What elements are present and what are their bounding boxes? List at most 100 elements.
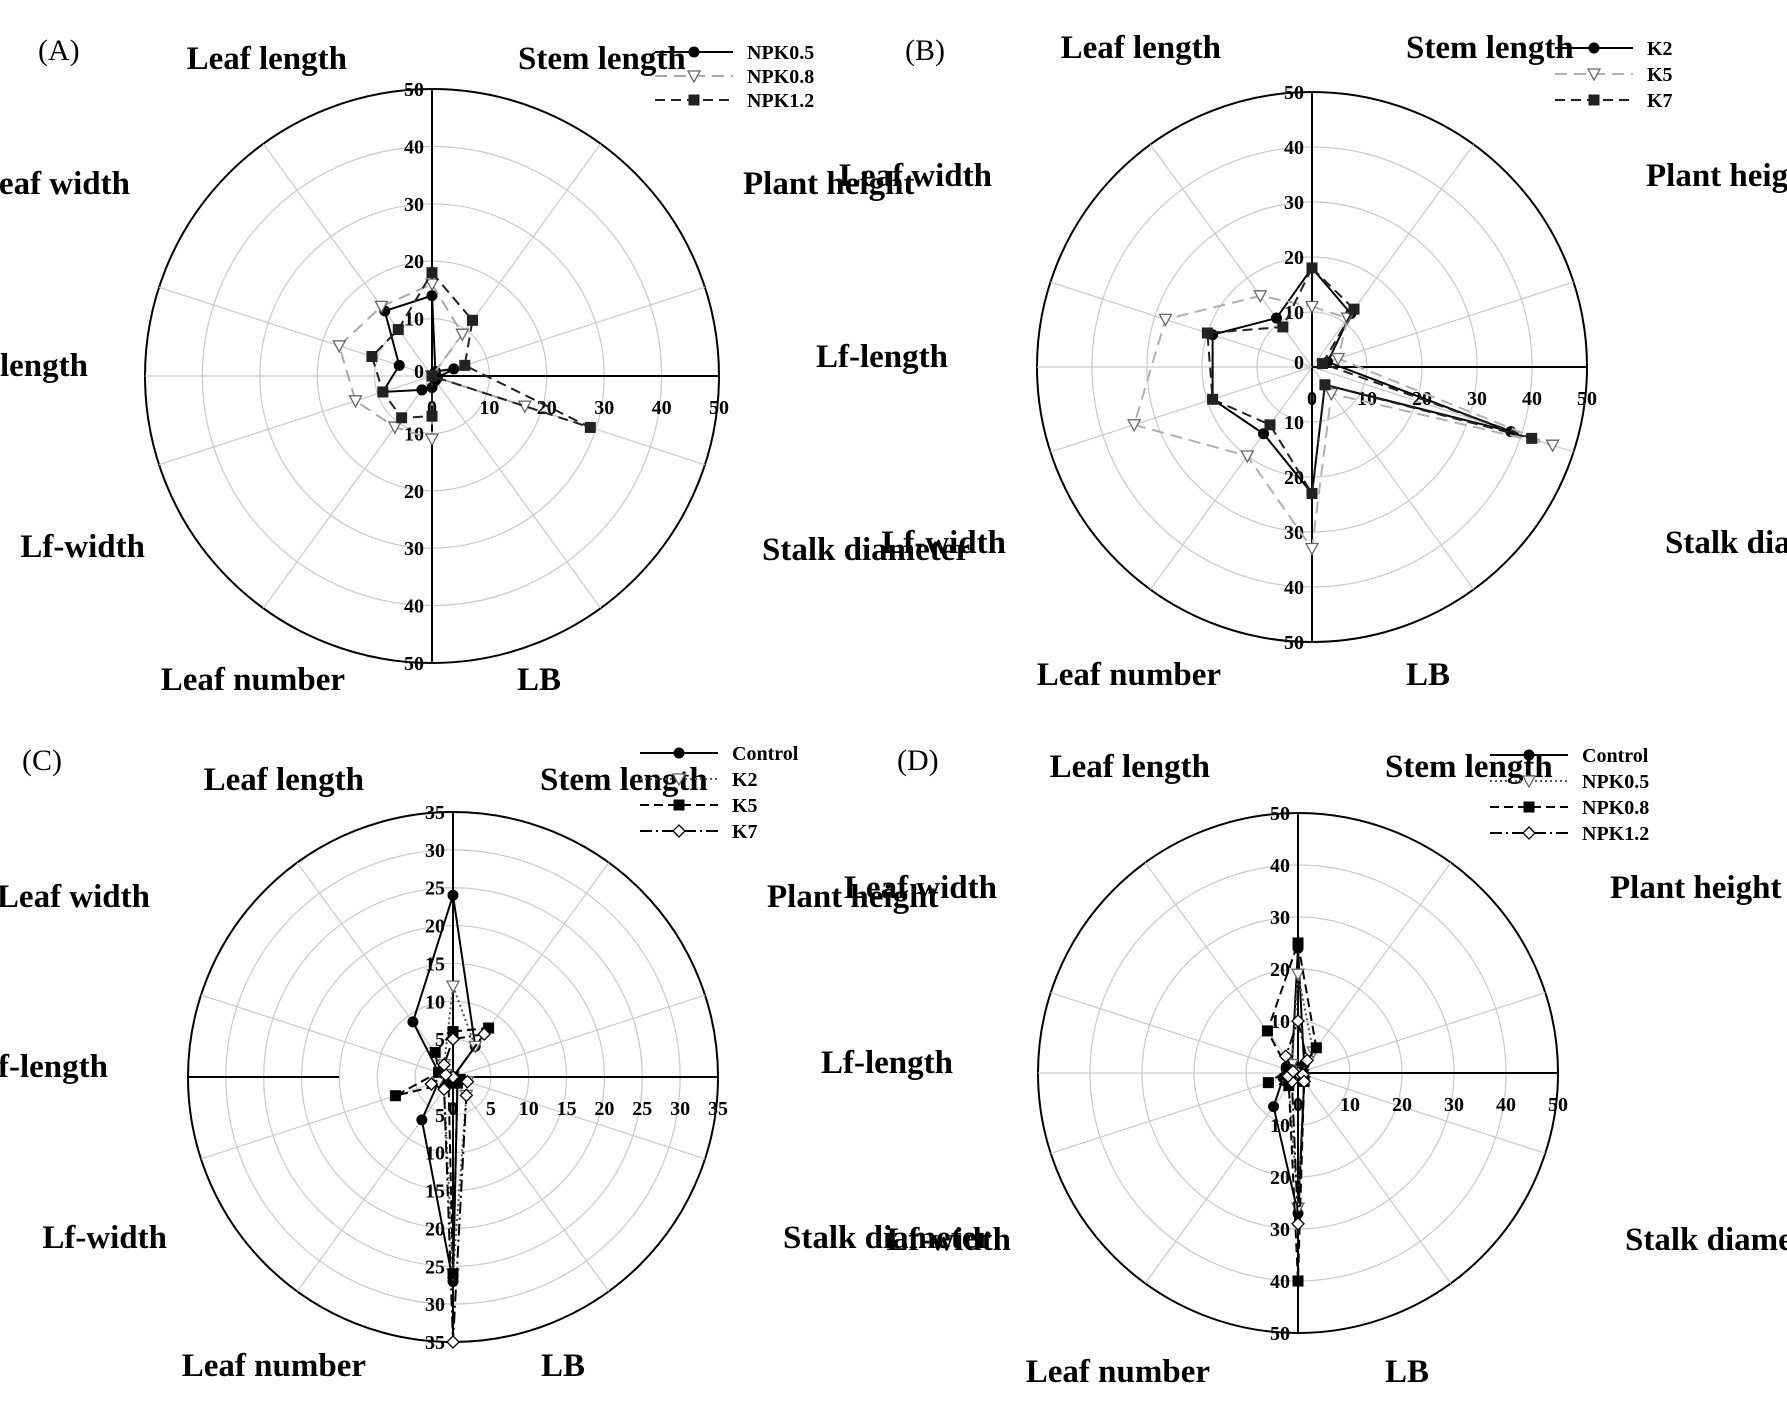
tick-label-vertical-up: 20: [425, 916, 445, 938]
spoke: [452, 994, 706, 1078]
data-point: [446, 1032, 460, 1047]
legend-label: Control: [1582, 745, 1649, 767]
tick-label-vertical-down: 20: [1270, 1167, 1290, 1189]
legend-label: K7: [1647, 90, 1673, 112]
spoke: [1050, 992, 1299, 1074]
spoke: [1149, 366, 1313, 590]
radar-panel-d: (D)00101010202020303030404040505050Stem …: [821, 744, 1787, 1390]
legend-entry: NPK0.8: [1490, 797, 1649, 819]
data-point: [459, 1088, 474, 1103]
tick-label-horizontal: 40: [1496, 1094, 1516, 1116]
series-k7: [1201, 262, 1538, 499]
tick-label-vertical-up: 20: [1284, 247, 1304, 269]
tick-label-vertical-down: 5: [435, 1105, 445, 1127]
data-point: [438, 1067, 453, 1082]
tick-label-horizontal: 20: [537, 397, 557, 419]
axis-label-lf-width: Lf-width: [881, 525, 1006, 561]
spoke: [1297, 862, 1452, 1074]
tick-label-vertical-up: 20: [1270, 959, 1290, 981]
tick-label-vertical-down: 40: [1284, 577, 1304, 599]
axis-label-leaf-width: Leaf width: [0, 879, 150, 915]
tick-label-vertical-up: 25: [425, 878, 445, 900]
spoke: [452, 1076, 610, 1292]
data-point: [1127, 419, 1142, 433]
legend-label: NPK1.2: [747, 90, 814, 112]
data-point: [437, 1082, 452, 1097]
legend-entry: Control: [640, 743, 799, 765]
tick-label-vertical-up: 50: [404, 79, 424, 101]
spoke: [1297, 992, 1546, 1074]
data-point: [1526, 432, 1538, 444]
tick-label-horizontal: 40: [652, 397, 672, 419]
data-point: [429, 1046, 441, 1058]
tick-label-horizontal: 0: [1307, 388, 1317, 410]
legend-entry: K2: [1555, 38, 1673, 60]
tick-label-vertical-down: 30: [1270, 1219, 1290, 1241]
legend-entry: Control: [1490, 745, 1649, 767]
tick-label-horizontal: 0: [448, 1098, 458, 1120]
data-point: [1297, 1074, 1312, 1089]
legend-marker: [686, 70, 702, 84]
data-point: [416, 384, 428, 396]
tick-label-vertical-up: 30: [1284, 192, 1304, 214]
tick-label-vertical-up: 40: [404, 136, 424, 158]
tick-label-vertical-up: 35: [425, 802, 445, 824]
axis-label-stem-length: Stem length: [540, 762, 708, 798]
data-point: [1319, 379, 1331, 391]
data-point: [1207, 393, 1219, 405]
legend-marker: [673, 799, 685, 811]
data-point: [1306, 262, 1318, 274]
tick-label-vertical-up: 30: [425, 840, 445, 862]
data-point: [1348, 303, 1360, 315]
data-point: [466, 314, 478, 326]
spoke: [1311, 281, 1574, 368]
axis-label-stalk-diameter: Stalk diameter: [762, 532, 970, 568]
data-point: [584, 421, 596, 433]
data-point: [433, 1066, 445, 1078]
series-line: [1206, 266, 1533, 497]
data-point: [1286, 1064, 1300, 1079]
legend-marker: [1522, 826, 1536, 840]
tick-label-vertical-up: 40: [1270, 855, 1290, 877]
tick-label-horizontal: 10: [1340, 1094, 1360, 1116]
panel-label: (C): [22, 744, 62, 777]
data-point: [1290, 968, 1306, 982]
axis-label-stem-length: Stem length: [1406, 30, 1574, 66]
axis-label-stalk-diameter: Stalk diameter: [1625, 1222, 1787, 1258]
data-point: [1292, 937, 1304, 949]
tick-label-origin: 0: [1294, 352, 1304, 374]
tick-label-horizontal: 20: [1392, 1094, 1412, 1116]
spoke: [1297, 1072, 1452, 1284]
legend-marker: [688, 94, 700, 106]
data-point: [1304, 542, 1320, 556]
data-point: [426, 370, 438, 382]
data-point: [1240, 450, 1255, 464]
legend-marker: [673, 747, 685, 759]
legend-entry: K5: [640, 795, 758, 817]
data-point: [424, 278, 440, 292]
tick-label-horizontal: 10: [479, 397, 499, 419]
data-point: [443, 1077, 455, 1089]
legend-label: NPK0.5: [1582, 771, 1649, 793]
axis-label-lf-width: Lf-width: [886, 1222, 1011, 1258]
tick-label-vertical-down: 20: [425, 1218, 445, 1240]
panel-label: (A): [38, 34, 80, 67]
tick-label-vertical-up: 10: [1270, 1011, 1290, 1033]
tick-label-horizontal: 15: [557, 1098, 577, 1120]
legend-marker: [672, 824, 686, 838]
radar-panel-b: (B)00101010202020303030404040505050Stem …: [816, 30, 1787, 693]
axis-label-lb: LB: [1406, 657, 1450, 693]
tick-label-vertical-down: 30: [404, 538, 424, 560]
legend-entry: NPK0.8: [655, 66, 814, 88]
series-k7: [424, 1027, 492, 1349]
data-point: [424, 433, 440, 447]
legend-label: NPK0.5: [747, 42, 814, 64]
data-point: [374, 300, 389, 314]
tick-label-vertical-down: 10: [1284, 412, 1304, 434]
tick-label-vertical-down: 50: [1284, 632, 1304, 654]
legend-marker: [1521, 775, 1537, 789]
tick-label-vertical-down: 50: [1270, 1323, 1290, 1345]
data-point: [455, 328, 470, 342]
legend-label: K7: [732, 821, 758, 843]
